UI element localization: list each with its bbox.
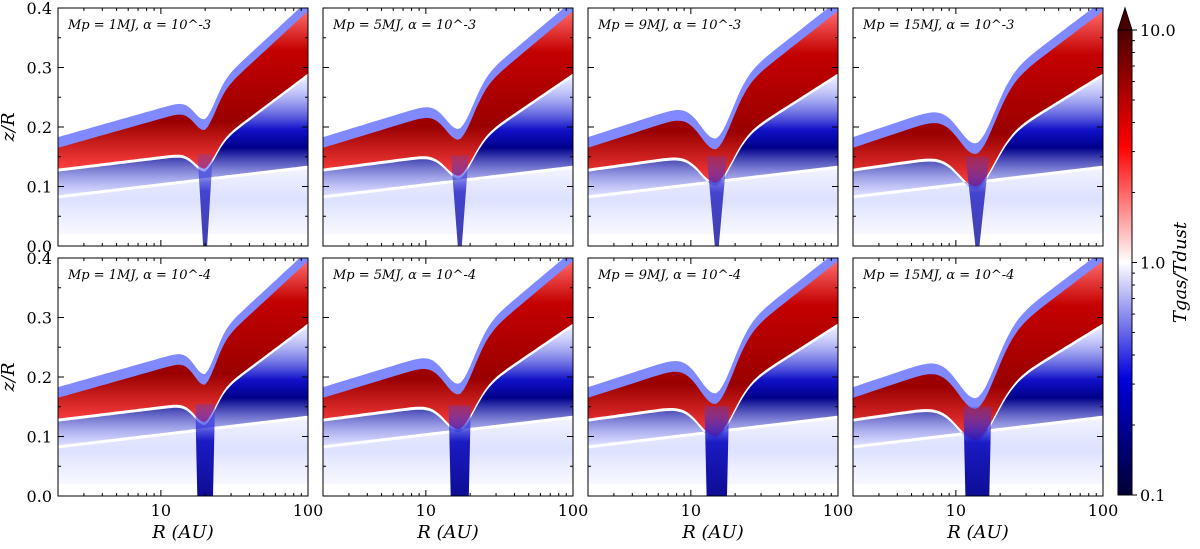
cool-layer [588,326,838,446]
cool-layer [323,76,573,196]
surface-envelope [323,258,573,401]
midplane-haze [58,418,308,485]
heatmap-body [323,8,573,246]
x-tick-label: 10 [151,501,171,520]
panel-1-3: Mp = 9MJ, α = 10^-3 [587,7,839,247]
hot-layer [588,11,838,183]
cool-layer [853,326,1103,446]
y-tick-label: 0.0 [27,237,52,256]
x-axis-label: R (AU) [151,522,214,543]
cool-layer [853,76,1103,196]
x-tick-label: 100 [293,501,324,520]
heatmap-body [588,258,838,496]
surface-envelope [853,8,1103,157]
gap-column [448,405,471,496]
hot-layer [58,11,308,169]
cool-layer [58,326,308,446]
panel-2-4: 10 100 R (AU) Mp = 15MJ, α = 10^-4 [852,257,1119,543]
gap-column [450,155,469,246]
x-tick-label: 100 [823,501,854,520]
y-axis-label: z/R [0,362,19,392]
colorbar-label: Tgas/Tdust [1170,221,1191,323]
surface-envelope [58,8,308,151]
hot-layer [58,261,308,423]
y-tick-label: 0.2 [27,368,52,387]
surface-envelope [853,258,1103,412]
panel-annotation: Mp = 1MJ, α = 10^-3 [67,18,211,33]
hot-layer [323,261,573,430]
x-tick-label: 10 [946,501,966,520]
cool-layer [58,76,308,196]
panel-1-2: Mp = 5MJ, α = 10^-3 [322,7,574,247]
colorbar-gradient [1117,29,1133,496]
surface-envelope [58,258,308,401]
x-tick-label: 100 [1088,501,1119,520]
x-tick-label: 100 [558,501,589,520]
y-tick-label: 0.3 [27,309,52,328]
y-tick-label: 0.1 [27,428,52,447]
gap-column [195,404,215,496]
surface-envelope [323,8,573,151]
x-tick-label: 10 [416,501,436,520]
y-tick-label: 0.0 [27,487,52,506]
cool-layer [323,326,573,446]
x-tick-label: 10 [681,501,701,520]
gap-column [963,406,992,496]
colorbar-tick-label: 0.1 [1140,486,1165,505]
gap-column [706,156,727,246]
gap-column [197,154,213,246]
panel-annotation: Mp = 9MJ, α = 10^-4 [597,268,741,283]
midplane-haze [58,168,308,235]
colorbar-tick-label: 10.0 [1140,21,1176,40]
panel-2-2: 10 100 R (AU) Mp = 5MJ, α = 10^-4 [322,257,589,543]
colorbar-extend-arrow [1117,6,1133,31]
y-tick-label: 0.4 [27,0,52,18]
hot-layer [588,261,838,437]
x-axis-label: R (AU) [416,522,479,543]
midplane-haze [323,168,573,235]
y-axis-label: z/R [0,112,19,142]
surface-envelope [588,258,838,407]
x-axis-label: R (AU) [946,522,1009,543]
x-axis-label: R (AU) [681,522,744,543]
panel-2-3: 10 100 R (AU) Mp = 9MJ, α = 10^-4 [587,257,854,543]
hot-layer [853,11,1103,187]
panel-1-1: 0.0 0.1 0.2 0.3 0.4 z/R Mp = 1MJ, α = 10^-3 [0,0,309,256]
gap-column [965,156,990,246]
panel-annotation: Mp = 9MJ, α = 10^-3 [597,18,741,33]
panel-annotation: Mp = 5MJ, α = 10^-4 [332,268,476,283]
y-tick-label: 0.1 [27,178,52,197]
y-tick-label: 0.3 [27,59,52,78]
heatmap-body [58,8,308,246]
y-tick-label: 0.4 [27,249,52,268]
panel-annotation: Mp = 15MJ, α = 10^-4 [862,268,1014,283]
heatmap-body [58,258,308,496]
cool-layer [588,76,838,196]
heatmap-body [853,258,1103,496]
gap-column [704,406,729,496]
heatmap-body [853,8,1103,246]
surface-envelope [588,8,838,152]
heatmap-body [588,8,838,246]
heatmap-body [323,258,573,496]
y-tick-label: 0.2 [27,118,52,137]
panel-annotation: Mp = 15MJ, α = 10^-3 [862,18,1014,33]
panel-annotation: Mp = 1MJ, α = 10^-4 [67,268,211,283]
hot-layer [323,11,573,176]
panel-1-4: Mp = 15MJ, α = 10^-3 [852,7,1104,247]
midplane-haze [323,418,573,485]
hot-layer [853,261,1103,441]
colorbar-tick-label: 1.0 [1140,254,1165,273]
panel-2-1: 0.0 0.1 0.2 0.3 0.4 10 100 R (AU) z/R Mp = 1MJ, α… [0,249,323,543]
colorbar: 0.1 1.0 10.0 Tgas/Tdust [1117,6,1191,505]
panel-annotation: Mp = 5MJ, α = 10^-3 [332,18,476,33]
